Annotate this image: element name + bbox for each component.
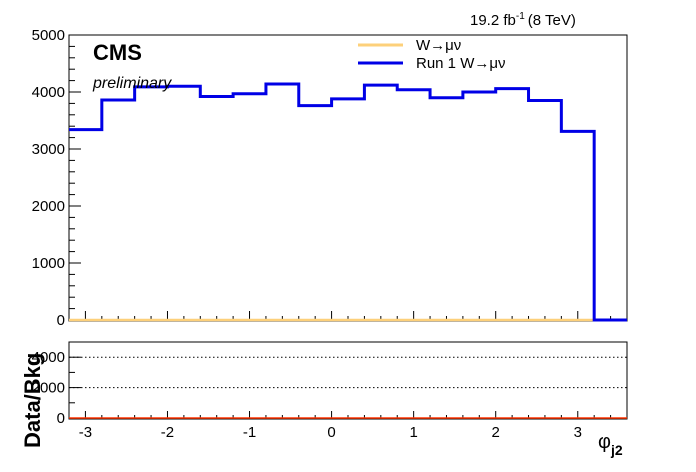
legend-label-run1-w-munu: Run 1 W→μν: [416, 55, 506, 72]
ratio-y-axis-label: Data/Bkg: [20, 353, 45, 448]
x-tick-label: -3: [79, 424, 92, 441]
luminosity-energy: (8 TeV): [528, 12, 576, 29]
ratio-y-tick-label: 0: [57, 410, 65, 427]
x-tick-label: 3: [574, 424, 582, 441]
x-axis-label: φj2: [598, 431, 623, 458]
upper-y-tick-label: 3000: [32, 141, 65, 158]
x-tick-label: -1: [243, 424, 256, 441]
cms-label: CMS: [93, 40, 142, 65]
preliminary-label: preliminary: [92, 75, 172, 92]
x-tick-label: 1: [409, 424, 417, 441]
upper-y-tick-label: 2000: [32, 198, 65, 215]
legend-label-w-munu: W→μν: [416, 37, 461, 54]
series-line-run1-w-munu: [69, 82, 627, 322]
x-tick-label: -2: [161, 424, 174, 441]
ratio-y-tick-label: 4000: [32, 349, 65, 366]
luminosity-unit-exponent: -1: [516, 11, 525, 22]
upper-y-tick-label: 1000: [32, 255, 65, 272]
x-axis-label-symbol: φ: [598, 431, 611, 453]
upper-y-axis: 0 1000 2000 3000 4000 5000: [32, 27, 81, 329]
series-layer: [69, 82, 627, 322]
x-tick-label: 0: [327, 424, 335, 441]
x-axis-label-subscript: j2: [610, 442, 623, 458]
upper-y-tick-label: 5000: [32, 27, 65, 44]
ratio-y-tick-label: 2000: [32, 380, 65, 397]
ratio-plot-frame: [68, 341, 628, 420]
x-tick-label: 2: [492, 424, 500, 441]
ratio-y-axis: 0 2000 4000: [32, 349, 81, 427]
upper-y-tick-label: 0: [57, 312, 65, 329]
ratio-x-axis: -3 -2 -1 0 1 2 3: [68, 411, 628, 441]
luminosity-value: 19.2 fb: [470, 12, 516, 29]
luminosity-label: 19.2 fb-1 (8 TeV): [470, 11, 576, 29]
ratio-gridlines: [69, 356, 627, 389]
legend: W→μν Run 1 W→μν: [358, 37, 506, 72]
upper-y-tick-label: 4000: [32, 84, 65, 101]
